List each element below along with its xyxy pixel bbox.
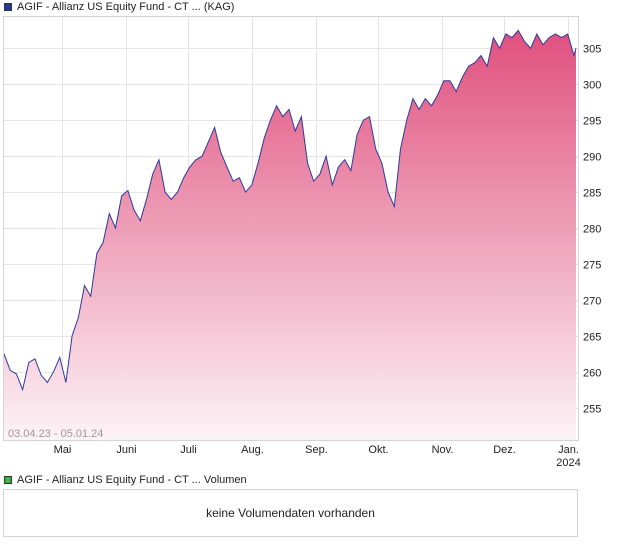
y-tick-label: 260 (583, 368, 601, 380)
legend-price-label: AGIF - Allianz US Equity Fund - CT ... (… (17, 1, 235, 13)
price-line (3, 29, 577, 392)
y-tick-label: 285 (583, 188, 601, 200)
x-tick-label: Sep. (305, 444, 328, 456)
y-tick-label: 305 (583, 44, 601, 56)
price-area (4, 30, 576, 441)
legend-volume-swatch (4, 476, 12, 484)
x-tick-label: Aug. (241, 444, 264, 456)
no-volume-message: keine Volumendaten vorhanden (206, 506, 375, 520)
legend-volume-label: AGIF - Allianz US Equity Fund - CT ... V… (17, 474, 247, 486)
price-chart: 255 260 265 270 275 280 285 290 295 300 305 Mai Jun… (3, 16, 601, 469)
date-range-label: 03.04.23 - 05.01.24 (8, 428, 103, 440)
legend-price-swatch (4, 3, 12, 11)
x-tick-label: Dez. (493, 444, 516, 456)
y-tick-label: 270 (583, 296, 601, 308)
x-tick-year-label: 2024 (556, 457, 580, 469)
y-tick-label: 280 (583, 224, 601, 236)
y-tick-label: 275 (583, 260, 601, 272)
x-axis-labels: Mai Juni Juli Aug. Sep. Okt. Nov. Dez. Jan.2024 (54, 444, 581, 469)
y-tick-label: 300 (583, 80, 601, 92)
x-tick-label: Nov. (432, 444, 454, 456)
x-tick-label: Juli (180, 444, 197, 456)
legend-volume: AGIF - Allianz US Equity Fund - CT ... V… (4, 473, 247, 487)
y-tick-label: 265 (583, 332, 601, 344)
y-axis-labels: 255 260 265 270 275 280 285 290 295 300 305 (583, 44, 601, 416)
x-tick-label: Mai (54, 444, 72, 456)
plot-border (3, 16, 579, 441)
y-tick-label: 255 (583, 404, 601, 416)
x-tick-label: Juni (116, 444, 136, 456)
y-tick-label: 295 (583, 116, 601, 128)
volume-panel: keine Volumendaten vorhanden (3, 489, 578, 537)
y-tick-label: 290 (583, 152, 601, 164)
x-tick-label: Okt. (368, 444, 388, 456)
legend-price: AGIF - Allianz US Equity Fund - CT ... (… (4, 0, 234, 14)
x-tick-label: Jan. (558, 444, 579, 456)
